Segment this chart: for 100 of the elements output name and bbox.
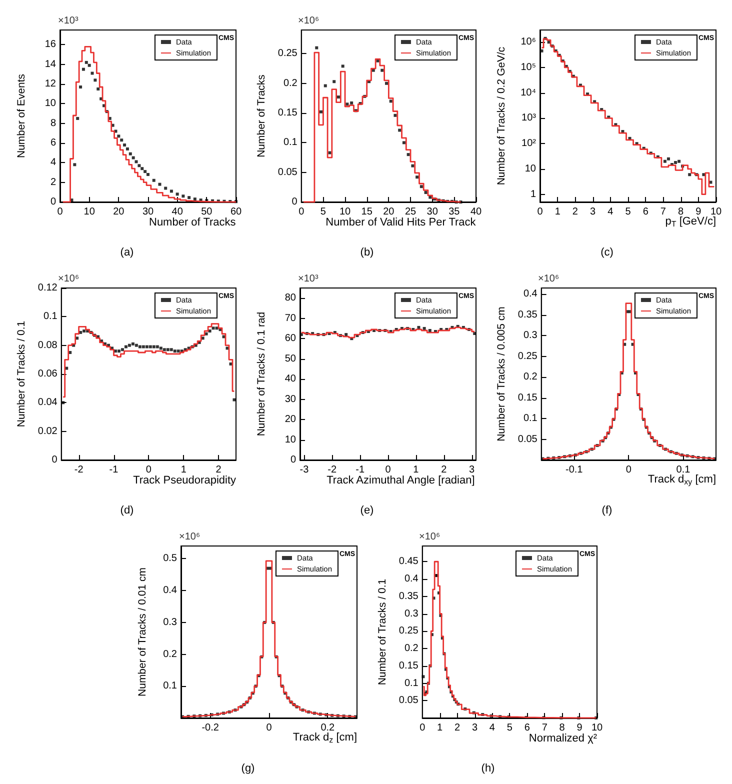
x-tick-label: 2 — [454, 722, 461, 734]
x-tick-label: 7 — [660, 206, 666, 218]
y-tick-label: 0.1 — [523, 413, 538, 424]
y-tick-label: 0.3 — [404, 608, 419, 620]
x-axis-title: Number of Tracks — [149, 216, 236, 228]
y-axis-title: Number of Tracks / 0.1 rad — [256, 312, 268, 436]
x-tick-label: 20 — [383, 206, 395, 218]
x-tick-label: 5 — [506, 722, 513, 734]
x-tick-label: 2 — [441, 464, 448, 476]
y-tick-label: 20 — [284, 414, 296, 426]
y-tick-label: 0.4 — [163, 585, 178, 596]
x-axis-title: Normalized χ² — [528, 732, 598, 744]
x-tick-label: 35 — [448, 206, 460, 218]
x-tick-label: 3 — [590, 206, 596, 218]
y-tick-label: 0.1 — [43, 311, 58, 322]
x-tick-label: 20 — [113, 206, 125, 218]
y-tick-label: 16 — [44, 39, 56, 50]
y-tick-label: 0 — [50, 196, 56, 208]
x-tick-label: 30 — [426, 206, 438, 218]
y-tick-label: 10 — [524, 163, 536, 174]
y-tick-label: 10 — [284, 434, 296, 446]
y-tick-label: 14 — [44, 58, 56, 70]
text: (b) — [360, 246, 374, 258]
y-tick-label: 0.5 — [163, 553, 178, 564]
y-tick-label: 0.4 — [404, 574, 419, 585]
x-tick-label: 9 — [576, 722, 583, 734]
y-tick-label: 0.1 — [404, 678, 419, 689]
x-tick-label: 2 — [572, 206, 578, 218]
y-axis-title: Number of Tracks / 0.005 cm — [496, 306, 508, 442]
y-tick-label: 30 — [284, 394, 296, 405]
x-tick-label: 25 — [404, 206, 417, 218]
y-tick-label: 10 — [44, 98, 56, 110]
y-tick-label: 0.35 — [518, 309, 538, 320]
y-tick-label: 0.15 — [278, 108, 298, 119]
y-tick-label: 0 — [52, 454, 58, 466]
text: ×10⁶ — [179, 532, 200, 542]
x-axis-title: Track Azimuthal Angle [radian] — [326, 474, 475, 486]
x-tick-label: 0 — [385, 464, 392, 476]
y-tick-label: 0.02 — [38, 426, 58, 437]
y-tick-label: 4 — [50, 157, 56, 168]
y-tick-label: 10⁴ — [520, 87, 536, 98]
x-tick-label: 0 — [146, 464, 152, 476]
text: ×10³ — [58, 16, 79, 26]
y-tick-label: 6 — [50, 138, 56, 149]
x-tick-label: 60 — [230, 206, 242, 218]
x-tick-label: 40 — [470, 206, 482, 218]
y-tick-label: 0.1 — [163, 680, 178, 692]
text: (h) — [481, 762, 495, 774]
text: ×10⁶ — [538, 274, 560, 284]
x-tick-label: 30 — [142, 206, 154, 218]
y-tick-label: 0.4 — [523, 288, 538, 300]
y-tick-label: 10⁵ — [520, 62, 536, 73]
y-tick-label: 0 — [290, 454, 296, 466]
text: (g) — [241, 762, 255, 774]
text: ×10³ — [298, 274, 319, 284]
y-tick-label: 0.3 — [163, 616, 178, 628]
x-tick-label: 9 — [696, 206, 702, 218]
x-tick-label: 0 — [266, 722, 272, 734]
y-axis-title: Number of Tracks / 0.1 — [376, 578, 388, 686]
text: ×10⁶ — [419, 532, 440, 542]
x-tick-label: 10 — [591, 722, 603, 734]
x-tick-label: 5 — [320, 206, 326, 218]
y-tick-label: 0.12 — [38, 282, 58, 294]
y-tick-label: 0.05 — [398, 695, 419, 706]
x-tick-label: 2 — [216, 464, 222, 476]
y-tick-label: 0.2 — [163, 648, 178, 660]
y-axis-title: Number of Tracks — [256, 74, 268, 158]
x-tick-label: -2 — [74, 464, 84, 476]
y-tick-label: 0.04 — [38, 397, 58, 408]
y-tick-label: 0.3 — [523, 330, 538, 342]
text: ×10⁶ — [58, 274, 80, 284]
y-tick-label: 0.25 — [518, 350, 538, 362]
y-tick-label: 0.2 — [283, 78, 298, 89]
text: (c) — [600, 246, 614, 258]
y-tick-label: 12 — [44, 78, 56, 90]
x-tick-label: -3 — [300, 464, 310, 476]
y-tick-label: 8 — [50, 118, 56, 129]
x-tick-label: 5 — [625, 206, 632, 218]
x-tick-label: 7 — [542, 722, 548, 734]
y-tick-label: 0.1 — [283, 137, 298, 148]
text: ×10⁶ — [298, 16, 320, 26]
y-tick-label: 0 — [292, 196, 298, 208]
x-axis-title: Number of Valid Hits Per Track — [326, 216, 476, 228]
y-tick-label: 80 — [284, 292, 296, 304]
y-tick-label: 0.08 — [38, 340, 58, 351]
y-tick-label: 0.05 — [518, 434, 538, 445]
y-tick-label: 10² — [522, 138, 537, 150]
x-tick-label: 10 — [710, 206, 722, 218]
x-tick-label: 1 — [554, 206, 561, 218]
y-tick-label: 1 — [530, 188, 536, 200]
x-tick-label: -0.1 — [565, 464, 584, 476]
x-axis-title: Track Pseudorapidity — [133, 474, 236, 486]
x-tick-label: 8 — [678, 206, 684, 218]
x-tick-label: 3 — [469, 464, 476, 476]
x-tick-label: 8 — [559, 722, 566, 734]
x-tick-label: 4 — [489, 722, 496, 734]
text: (d) — [120, 504, 134, 516]
x-tick-label: 0 — [420, 722, 426, 734]
y-axis-title: Number of Tracks / 0.2 GeV/c — [496, 46, 508, 186]
y-tick-label: 40 — [284, 374, 296, 385]
